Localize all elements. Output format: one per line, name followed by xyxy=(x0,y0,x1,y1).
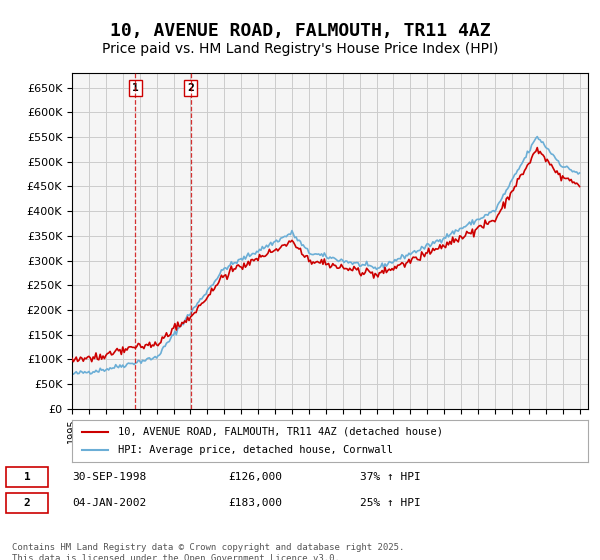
Text: 1: 1 xyxy=(23,472,31,482)
Text: 1: 1 xyxy=(132,83,139,92)
Text: 2: 2 xyxy=(187,83,194,92)
Text: £126,000: £126,000 xyxy=(228,472,282,482)
Text: 04-JAN-2002: 04-JAN-2002 xyxy=(72,498,146,507)
FancyBboxPatch shape xyxy=(6,493,48,513)
Text: HPI: Average price, detached house, Cornwall: HPI: Average price, detached house, Corn… xyxy=(118,445,394,455)
Text: 2: 2 xyxy=(23,498,31,507)
Text: Price paid vs. HM Land Registry's House Price Index (HPI): Price paid vs. HM Land Registry's House … xyxy=(102,42,498,56)
Text: 30-SEP-1998: 30-SEP-1998 xyxy=(72,472,146,482)
Text: 10, AVENUE ROAD, FALMOUTH, TR11 4AZ (detached house): 10, AVENUE ROAD, FALMOUTH, TR11 4AZ (det… xyxy=(118,427,443,437)
Text: Contains HM Land Registry data © Crown copyright and database right 2025.
This d: Contains HM Land Registry data © Crown c… xyxy=(12,543,404,560)
Text: £183,000: £183,000 xyxy=(228,498,282,507)
Text: 37% ↑ HPI: 37% ↑ HPI xyxy=(360,472,421,482)
Text: 10, AVENUE ROAD, FALMOUTH, TR11 4AZ: 10, AVENUE ROAD, FALMOUTH, TR11 4AZ xyxy=(110,22,490,40)
FancyBboxPatch shape xyxy=(6,467,48,487)
Text: 25% ↑ HPI: 25% ↑ HPI xyxy=(360,498,421,507)
